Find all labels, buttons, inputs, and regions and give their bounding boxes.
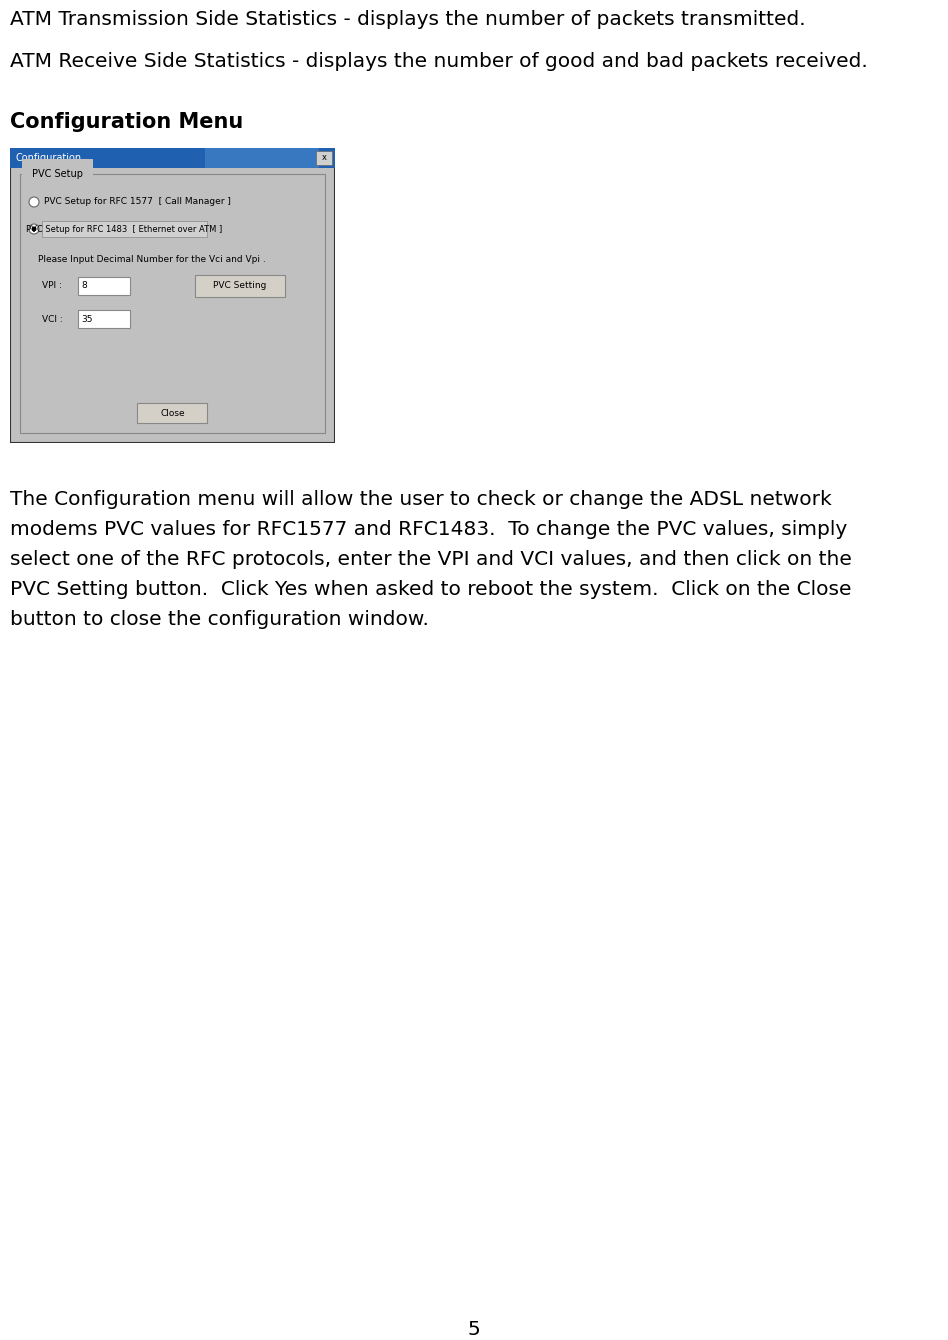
Text: 5: 5: [467, 1320, 481, 1339]
Bar: [42, 221, 207, 237]
Text: PVC Setting button.  Click Yes when asked to reboot the system.  Click on the Cl: PVC Setting button. Click Yes when asked…: [10, 580, 851, 599]
Text: modems PVC values for RFC1577 and RFC1483.  To change the PVC values, simply: modems PVC values for RFC1577 and RFC148…: [10, 520, 848, 539]
Text: x: x: [321, 154, 326, 162]
Bar: [78, 277, 130, 295]
Circle shape: [29, 224, 39, 234]
Circle shape: [31, 226, 37, 232]
Text: PVC Setting: PVC Setting: [213, 281, 266, 291]
Text: PVC Setup for RFC 1577  [ Call Manager ]: PVC Setup for RFC 1577 [ Call Manager ]: [44, 197, 231, 206]
Text: Configuration: Configuration: [16, 153, 82, 163]
Text: VPI :: VPI :: [42, 281, 62, 291]
Text: ATM Receive Side Statistics - displays the number of good and bad packets receiv: ATM Receive Side Statistics - displays t…: [10, 52, 867, 71]
Text: 8: 8: [81, 281, 87, 291]
Text: Close: Close: [160, 409, 185, 418]
Bar: [137, 403, 208, 423]
Text: Please Input Decimal Number for the Vci and Vpi .: Please Input Decimal Number for the Vci …: [38, 255, 265, 264]
Text: The Configuration menu will allow the user to check or change the ADSL network: The Configuration menu will allow the us…: [10, 490, 831, 509]
Bar: [195, 275, 285, 297]
Circle shape: [29, 197, 39, 206]
Text: ATM Transmission Side Statistics - displays the number of packets transmitted.: ATM Transmission Side Statistics - displ…: [10, 9, 806, 29]
Bar: [20, 174, 325, 433]
Text: button to close the configuration window.: button to close the configuration window…: [10, 610, 428, 628]
Bar: [316, 151, 332, 165]
Bar: [205, 147, 319, 168]
Text: Configuration Menu: Configuration Menu: [10, 113, 244, 133]
Text: PVC Setup: PVC Setup: [32, 169, 83, 180]
Text: 35: 35: [81, 315, 93, 323]
Text: VCI :: VCI :: [42, 315, 63, 323]
Bar: [10, 147, 335, 168]
Bar: [78, 310, 130, 328]
Text: select one of the RFC protocols, enter the VPI and VCI values, and then click on: select one of the RFC protocols, enter t…: [10, 549, 852, 570]
Text: PVC Setup for RFC 1483  [ Ethernet over ATM ]: PVC Setup for RFC 1483 [ Ethernet over A…: [27, 225, 223, 233]
